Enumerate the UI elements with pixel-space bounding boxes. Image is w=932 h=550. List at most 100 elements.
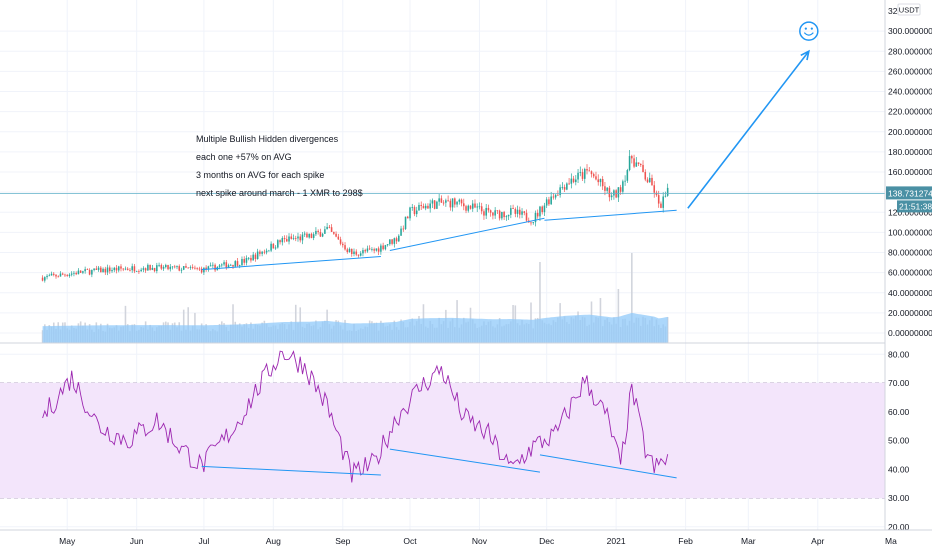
candle-body: [138, 271, 140, 272]
candle-body: [447, 200, 449, 202]
candle-body: [469, 205, 472, 209]
candle-body: [162, 267, 165, 269]
candle-body: [156, 265, 158, 272]
candle-body: [431, 200, 434, 204]
rsi-divergence-lines[interactable]: [201, 448, 677, 479]
time-tick-label: Oct: [403, 536, 417, 546]
candle-body: [566, 183, 568, 190]
candle-body: [142, 268, 145, 270]
candle-body: [129, 269, 131, 271]
candle-body: [247, 257, 250, 259]
volume-histogram: [41, 253, 669, 343]
candle-body: [438, 198, 440, 202]
candle-body: [330, 227, 333, 232]
price-tick-label: 60.00000000: [888, 268, 932, 278]
time-tick-label: Ma: [885, 536, 897, 546]
candle-body: [205, 267, 207, 270]
candle-body: [445, 200, 447, 203]
candle-body: [250, 257, 252, 261]
time-tick-label: May: [59, 536, 76, 546]
trendline-drawings[interactable]: [201, 49, 810, 271]
rsi-divergence-line: [201, 465, 381, 476]
candle-body: [207, 266, 210, 270]
candle-body: [460, 199, 463, 204]
candle-body: [655, 192, 658, 196]
candle-body: [570, 178, 573, 184]
candle-body: [315, 230, 317, 235]
candle-body: [548, 199, 550, 205]
candlestick-series[interactable]: [41, 149, 669, 283]
candle-body: [575, 179, 577, 183]
candle-body: [259, 251, 261, 254]
rsi-axis[interactable]: 20.00 30.00 40.00 50.00 60.00 70.00 80.00: [888, 349, 910, 532]
support-trendline: [389, 217, 545, 251]
candle-body: [530, 222, 532, 224]
candle-body: [333, 231, 335, 234]
candle-body: [203, 267, 205, 273]
time-tick-label: 2021: [607, 536, 626, 546]
candle-body: [209, 265, 212, 267]
candle-body: [321, 233, 324, 237]
candle-body: [122, 268, 125, 270]
price-axis[interactable]: 0.00000000 20.00000000 40.00000000 60.00000…: [885, 0, 932, 530]
candle-body: [478, 206, 481, 208]
candle-body: [104, 268, 107, 273]
candle-body: [106, 267, 109, 273]
volume-bar: [539, 262, 541, 343]
candle-body: [176, 266, 178, 268]
candle-body: [442, 202, 445, 204]
candle-body: [187, 267, 189, 269]
candle-body: [292, 238, 295, 239]
volume-bar: [124, 305, 127, 343]
rsi-tick-label: 30.00: [888, 493, 910, 503]
candle-body: [191, 267, 194, 268]
candle-body: [317, 230, 319, 233]
candle-body: [380, 245, 382, 252]
candle-body: [196, 267, 198, 269]
candle-body: [406, 216, 409, 219]
candle-body: [160, 264, 163, 269]
candle-body: [377, 248, 380, 252]
candle-body: [268, 250, 270, 252]
candle-body: [286, 239, 288, 242]
candle-body: [474, 203, 476, 208]
candle-body: [77, 270, 80, 275]
candle-body: [415, 210, 418, 215]
rsi-tick-label: 80.00: [888, 349, 910, 359]
candle-body: [252, 254, 254, 261]
candle-body: [225, 262, 228, 268]
candle-body: [133, 266, 136, 272]
current-price-badge-box: [886, 186, 932, 200]
candle-body: [604, 186, 606, 191]
candle-body: [449, 200, 452, 208]
candle-body: [393, 238, 396, 244]
candle-body: [635, 162, 638, 167]
candle-body: [496, 210, 499, 212]
candle-body: [261, 251, 263, 254]
candle-body: [328, 226, 331, 228]
candle-body: [319, 232, 322, 237]
candle-body: [467, 205, 470, 211]
candle-body: [489, 210, 492, 213]
candle-body: [214, 264, 216, 271]
candle-body: [149, 264, 151, 270]
candle-body: [59, 273, 62, 277]
candle-body: [653, 185, 656, 193]
candle-body: [232, 264, 234, 267]
rsi-tick-label: 50.00: [888, 436, 910, 446]
candle-body: [454, 198, 456, 205]
candle-body: [306, 233, 308, 238]
candle-body: [303, 233, 306, 235]
candle-body: [409, 207, 411, 219]
candle-body: [274, 247, 277, 249]
candle-body: [348, 248, 351, 252]
candle-body: [288, 236, 290, 242]
candle-body: [88, 269, 91, 275]
price-tick-label: 220.00000000: [888, 107, 932, 117]
candle-body: [644, 171, 647, 180]
candle-body: [151, 267, 154, 270]
candle-body: [52, 273, 55, 275]
candle-body: [427, 205, 429, 209]
